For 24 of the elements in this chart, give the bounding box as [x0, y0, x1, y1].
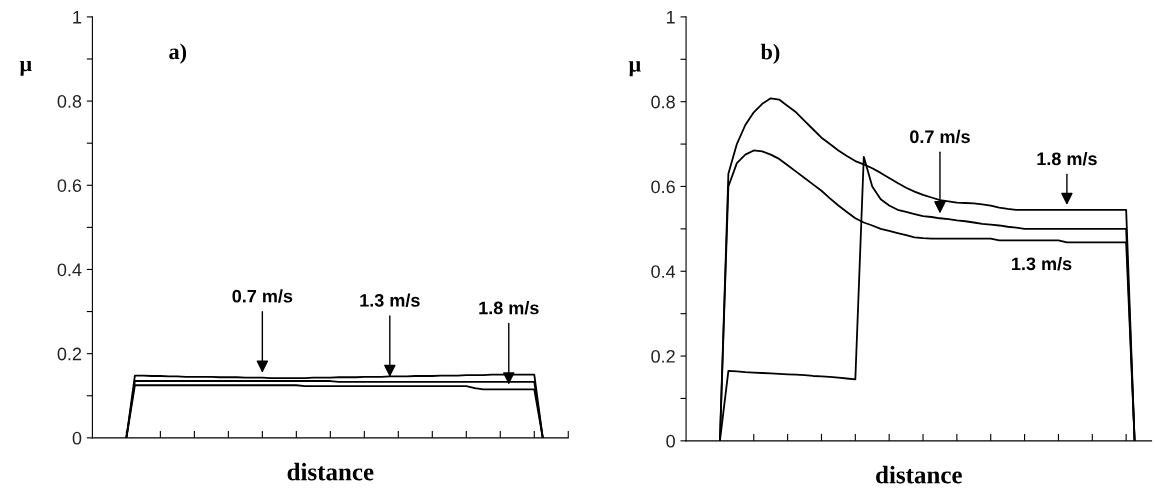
text: 1.8 m/s: [479, 301, 539, 315]
y-tick-label: 0.4: [57, 263, 82, 277]
y-tick-label: 0.2: [57, 347, 82, 361]
y-tick-label: 0.6: [57, 179, 82, 192]
y-tick-label: 0.4: [651, 265, 676, 278]
y-tick-label: 0.2: [651, 349, 675, 363]
y-tick-label: 0.6: [651, 180, 675, 194]
text: 1.3 m/s: [360, 293, 420, 307]
y-tick-label: 0: [72, 431, 82, 445]
y-tick-label: 0.8: [651, 95, 675, 109]
y-tick-label: 0.8: [57, 95, 82, 108]
x-axis-title: distance: [287, 462, 374, 481]
text: 0.7 m/s: [910, 129, 970, 144]
text: b): [760, 43, 780, 65]
x-axis-title: distance: [876, 465, 962, 484]
text: 0.7 m/s: [232, 289, 293, 303]
y-tick-label: 0: [666, 434, 675, 448]
text: a): [169, 43, 187, 64]
y-axis-title: μ: [628, 61, 641, 77]
y-axis-title: μ: [19, 60, 32, 76]
series-label: 1.3 m/s: [1012, 256, 1072, 271]
text: 1.8 m/s: [1037, 151, 1097, 166]
y-tick-label: 1: [73, 11, 82, 24]
y-tick-label: 1: [666, 11, 675, 24]
